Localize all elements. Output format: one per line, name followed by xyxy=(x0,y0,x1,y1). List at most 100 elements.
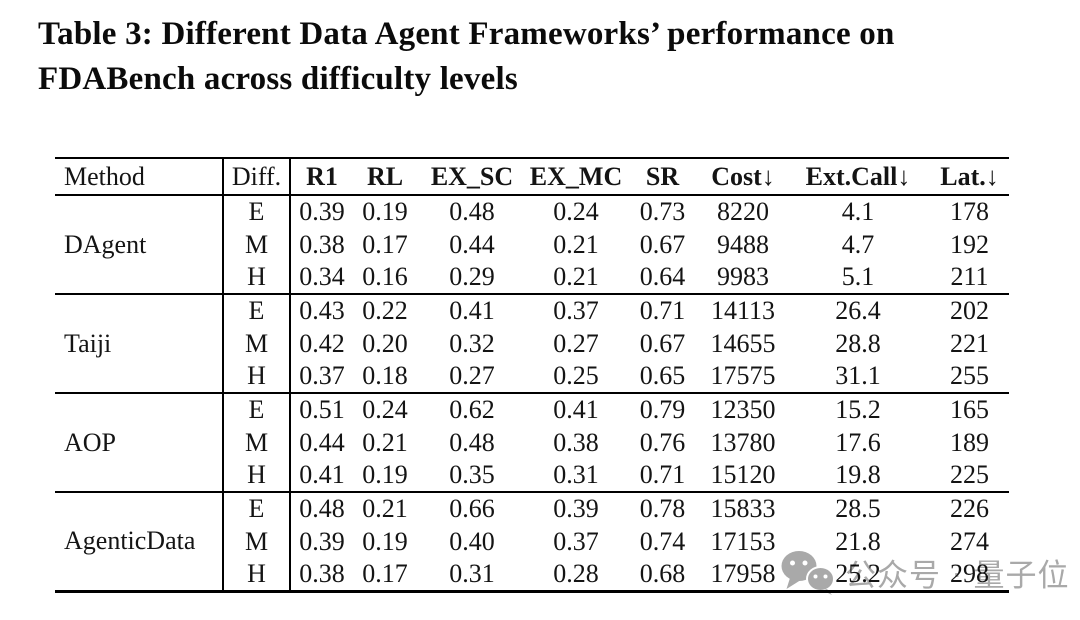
metric-value: 221 xyxy=(950,328,989,358)
method-name: AOP xyxy=(55,392,224,492)
table-body: DAgent E 0.39 0.19 0.48 0.24 0.73 8220 4.1 178 M 0.… xyxy=(55,194,1009,591)
metric-value: 9983 xyxy=(717,262,769,291)
difficulty-cell: E xyxy=(223,293,291,327)
metric-value: 28.5 xyxy=(786,491,930,525)
metric-value: 165 xyxy=(930,392,1009,426)
metric-value: 211 xyxy=(950,262,989,291)
metric-value: 255 xyxy=(950,361,989,390)
metric-value: 0.68 xyxy=(639,558,686,588)
header-difficulty: Diff. xyxy=(223,158,291,196)
header-sr: SR xyxy=(625,158,700,196)
method-name: DAgent xyxy=(55,194,224,294)
header-row: Method Diff. R1 RL EX_SC EX_MC SR Cost↓ … xyxy=(55,158,1009,196)
table-row: AOP E 0.51 0.24 0.62 0.41 0.79 12350 15.2 165 xyxy=(55,392,1009,492)
metric-value: 0.48 xyxy=(449,427,495,457)
metric-value: 0.41 xyxy=(527,392,625,426)
metric-value: 5.1 xyxy=(841,262,875,291)
metric-value: 0.32 xyxy=(449,328,495,358)
metric-value: 0.21 xyxy=(553,229,599,259)
metric-value: 4.7 xyxy=(841,229,875,259)
metric-value: 0.31 xyxy=(553,460,599,489)
metric-value: 0.37 xyxy=(527,293,625,327)
metric-value: 31.1 xyxy=(835,361,881,390)
metric-value: 21.8 xyxy=(835,526,881,556)
metric-value: 0.21 xyxy=(362,427,408,457)
table-row: M 0.44 0.21 0.48 0.38 0.76 13780 17.6 189 xyxy=(55,426,1009,459)
metric-value: 298 xyxy=(950,558,989,588)
metric-value: 0.16 xyxy=(362,262,408,291)
metric-value: 0.24 xyxy=(527,194,625,228)
metric-value: 0.71 xyxy=(639,460,686,489)
metric-value: 26.4 xyxy=(786,293,930,327)
metric-value: 0.19 xyxy=(353,194,417,228)
metric-value: 225 xyxy=(950,460,989,489)
metric-value: 0.25 xyxy=(553,361,599,390)
metric-value: 189 xyxy=(950,427,989,457)
metric-value: 0.22 xyxy=(353,293,417,327)
header-ext-call: Ext.Call↓ xyxy=(786,158,930,196)
difficulty-cell: M xyxy=(223,327,291,360)
header-r1: R1 xyxy=(290,158,353,196)
metric-value: 0.79 xyxy=(625,392,700,426)
header-latency: Lat.↓ xyxy=(930,158,1009,196)
table-caption-line1: Table 3: Different Data Agent Frameworks… xyxy=(38,16,895,52)
table-row: Taiji E 0.43 0.22 0.41 0.37 0.71 14113 26.4 202 xyxy=(55,293,1009,393)
metric-value: 178 xyxy=(930,194,1009,228)
metric-value: 0.19 xyxy=(362,460,408,489)
metric-value: 12350 xyxy=(700,392,786,426)
metric-value: 0.20 xyxy=(362,328,408,358)
metric-value: 19.8 xyxy=(835,460,881,489)
metric-value: 0.28 xyxy=(553,558,599,588)
metric-value: 192 xyxy=(950,229,989,259)
metric-value: 0.41 xyxy=(299,460,345,489)
method-name: AgenticData xyxy=(55,491,224,591)
metric-value: 0.37 xyxy=(299,361,345,390)
table-row: H 0.41 0.19 0.35 0.31 0.71 15120 19.8 225 xyxy=(55,459,1009,492)
metric-value: 0.67 xyxy=(639,328,686,358)
metric-value: 0.38 xyxy=(553,427,599,457)
metric-value: 17958 xyxy=(710,558,776,588)
metric-value: 0.64 xyxy=(639,262,686,291)
method-name: Taiji xyxy=(55,293,224,393)
difficulty-cell: H xyxy=(223,360,291,393)
metric-value: 0.18 xyxy=(362,361,408,390)
metric-value: 0.19 xyxy=(362,526,408,556)
metric-value: 0.17 xyxy=(362,558,408,588)
metric-value: 13780 xyxy=(710,427,776,457)
table-row: AgenticData E 0.48 0.21 0.66 0.39 0.78 15833 28.… xyxy=(55,491,1009,591)
metric-value: 17575 xyxy=(710,361,776,390)
metric-value: 0.51 xyxy=(290,392,353,426)
metric-value: 15.2 xyxy=(786,392,930,426)
metric-value: 0.43 xyxy=(290,293,353,327)
difficulty-cell: H xyxy=(223,261,291,294)
metric-value: 15120 xyxy=(710,460,776,489)
metric-value: 4.1 xyxy=(786,194,930,228)
metric-value: 0.67 xyxy=(639,229,686,259)
header-rl: RL xyxy=(353,158,417,196)
table-row: M 0.38 0.17 0.44 0.21 0.67 9488 4.7 192 xyxy=(55,228,1009,261)
metric-value: 0.27 xyxy=(553,328,599,358)
metric-value: 274 xyxy=(950,526,989,556)
results-table: Method Diff. R1 RL EX_SC EX_MC SR Cost↓ … xyxy=(55,157,1009,593)
metric-value: 0.76 xyxy=(639,427,686,457)
table-row: M 0.42 0.20 0.32 0.27 0.67 14655 28.8 221 xyxy=(55,327,1009,360)
table-row: H 0.37 0.18 0.27 0.25 0.65 17575 31.1 255 xyxy=(55,360,1009,393)
difficulty-cell: M xyxy=(223,426,291,459)
table-row: DAgent E 0.39 0.19 0.48 0.24 0.73 8220 4.1 178 xyxy=(55,194,1009,294)
metric-value: 0.31 xyxy=(449,558,495,588)
difficulty-cell: M xyxy=(223,525,291,558)
metric-value: 0.39 xyxy=(299,526,345,556)
difficulty-cell: E xyxy=(223,194,291,228)
metric-value: 0.73 xyxy=(625,194,700,228)
difficulty-cell: E xyxy=(223,491,291,525)
metric-value: 0.48 xyxy=(417,194,527,228)
metric-value: 14655 xyxy=(710,328,776,358)
table-header: Method Diff. R1 RL EX_SC EX_MC SR Cost↓ … xyxy=(55,158,1009,196)
metric-value: 0.24 xyxy=(353,392,417,426)
header-cost: Cost↓ xyxy=(700,158,786,196)
header-ex-mc: EX_MC xyxy=(527,158,625,196)
metric-value: 8220 xyxy=(700,194,786,228)
table-caption-line2: FDABench across difficulty levels xyxy=(38,61,518,97)
metric-value: 0.41 xyxy=(417,293,527,327)
header-method: Method xyxy=(55,158,224,196)
